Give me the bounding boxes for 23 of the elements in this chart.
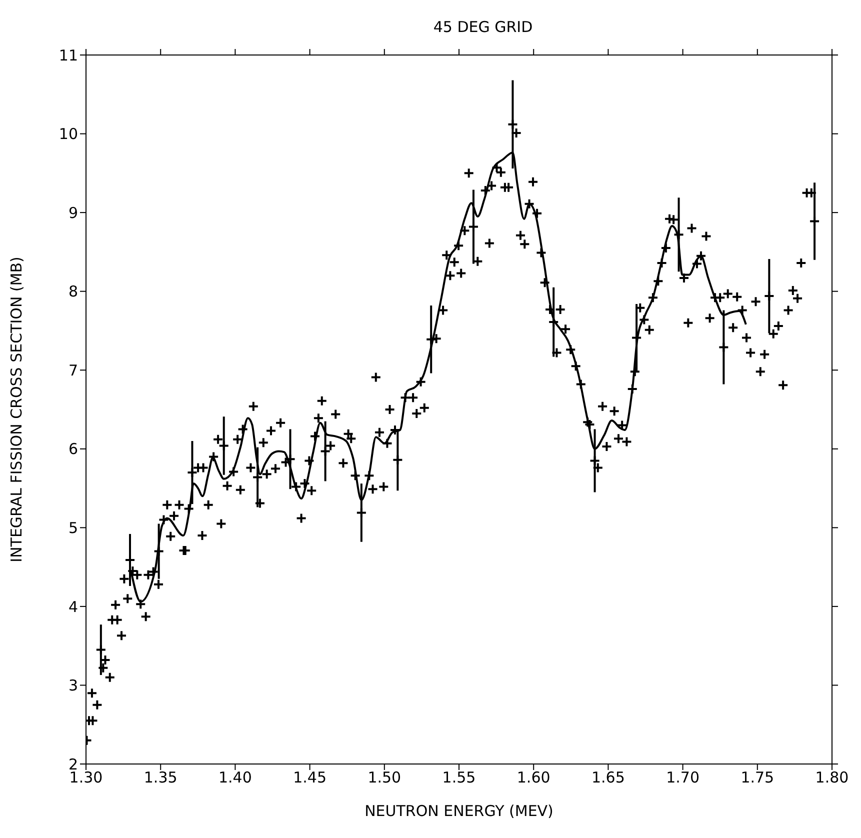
x-tick-label: 1.65 [591,768,625,787]
y-tick-label: 11 [58,46,78,64]
y-tick-label: 8 [68,282,78,301]
y-tick-label: 3 [68,676,78,695]
x-tick-label: 1.40 [218,768,252,787]
x-tick-label: 1.55 [442,768,476,787]
x-tick-label: 1.75 [740,768,774,787]
x-tick-label: 1.45 [293,768,327,787]
chart-title: 45 DEG GRID [433,18,533,36]
y-tick-label: 5 [68,518,78,537]
x-tick-label: 1.70 [666,768,700,787]
y-axis-title: INTEGRAL FISSION CROSS SECTION (MB) [7,256,26,562]
y-tick-label: 4 [68,598,78,616]
x-tick-label: 1.80 [815,768,849,787]
y-tick-label: 6 [68,440,78,458]
x-tick-label: 1.50 [368,768,402,787]
y-tick-label: 7 [68,361,78,380]
x-axis-title: NEUTRON ENERGY (MEV) [364,802,554,820]
x-tick-label: 1.60 [516,768,550,787]
x-tick-label: 1.35 [144,768,178,787]
y-tick-label: 10 [58,125,78,144]
x-tick-label: 1.30 [69,768,103,787]
y-tick-label: 9 [68,204,78,222]
